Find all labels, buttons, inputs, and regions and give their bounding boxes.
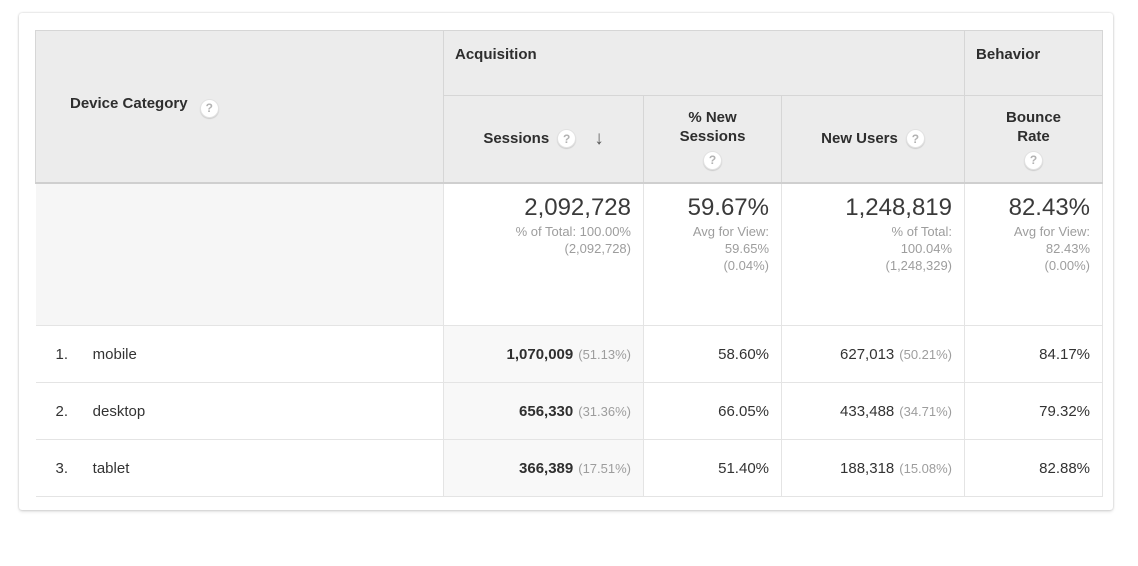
bounce-rate-label: Bounce Rate	[1006, 108, 1062, 145]
dimension-cell: 1. mobile	[35, 325, 444, 383]
pct-new-sessions-value: 58.60%	[718, 345, 769, 363]
pct-new-sessions-value: 66.05%	[718, 402, 769, 420]
help-icon[interactable]: ?	[199, 98, 219, 118]
bounce-rate-value: 84.17%	[1039, 345, 1091, 363]
new-users-cell: 627,013 (50.21%)	[780, 325, 966, 383]
pct-new-sessions-value: 51.40%	[718, 459, 769, 477]
help-icon[interactable]: ?	[557, 129, 577, 149]
dimension-cell: 2. desktop	[35, 382, 444, 440]
sessions-share: (51.13%)	[578, 346, 631, 362]
sessions-label: Sessions	[483, 130, 550, 148]
totals-new-users-subtext: (1,248,329)	[885, 257, 953, 273]
pct-new-sessions-cell: 58.60%	[643, 325, 782, 383]
totals-bounce-rate-cell: 82.43% Avg for View: 82.43% (0.00%)	[964, 181, 1104, 326]
device-link-tablet[interactable]: tablet	[92, 459, 130, 477]
totals-new-users-cell: 1,248,819 % of Total: 100.04% (1,248,329…	[780, 181, 966, 326]
totals-pct-new-sessions-subtext: (0.04%)	[723, 257, 769, 273]
new-users-label: New Users	[821, 130, 898, 148]
help-icon[interactable]: ?	[1024, 150, 1044, 170]
sessions-cell: 1,070,009 (51.13%)	[443, 325, 644, 383]
row-rank: 1.	[55, 345, 69, 363]
bounce-rate-value: 82.88%	[1039, 459, 1091, 477]
report-card: Device Category ? Acquisition Behavior S…	[19, 13, 1113, 510]
device-link-mobile[interactable]: mobile	[92, 345, 137, 363]
table-row-mobile: 1. mobile 1,070,009 (51.13%) 58.60% 627,0…	[35, 325, 1104, 383]
totals-pct-new-sessions-cell: 59.67% Avg for View: 59.65% (0.04%)	[643, 181, 782, 326]
sessions-share: (17.51%)	[578, 460, 631, 476]
column-header-new-users[interactable]: New Users ?	[780, 95, 966, 183]
sort-descending-icon[interactable]: ↓	[594, 127, 604, 149]
device-category-table: Device Category ? Acquisition Behavior S…	[35, 30, 1104, 497]
dimension-cell: 3. tablet	[35, 439, 444, 497]
bounce-rate-value: 79.32%	[1039, 402, 1091, 420]
new-users-cell: 188,318 (15.08%)	[780, 439, 966, 497]
sessions-value: 1,070,009	[506, 345, 574, 363]
totals-empty-cell	[35, 181, 444, 326]
sessions-share: (31.36%)	[578, 403, 631, 419]
column-header-device-category[interactable]: Device Category ?	[35, 30, 444, 183]
new-users-share: (34.71%)	[899, 403, 953, 419]
column-header-bounce-rate[interactable]: Bounce Rate ?	[964, 95, 1104, 183]
row-rank: 2.	[55, 402, 69, 420]
totals-sessions-subtext: % of Total: 100.00%	[515, 223, 631, 239]
totals-bounce-rate-subtext: Avg for View:	[1013, 223, 1091, 239]
device-link-desktop[interactable]: desktop	[92, 402, 146, 420]
totals-pct-new-sessions-subtext: 59.65%	[724, 240, 769, 256]
help-glyph: ?	[205, 101, 213, 115]
sessions-value: 656,330	[519, 402, 574, 420]
new-users-value: 188,318	[840, 459, 895, 477]
bounce-rate-cell: 84.17%	[964, 325, 1104, 383]
totals-pct-new-sessions-value: 59.67%	[687, 193, 769, 221]
pct-new-sessions-label: % New Sessions	[679, 108, 746, 145]
metric-header-row: Sessions ? ↓ % New Sessions ? New	[36, 95, 1104, 183]
help-glyph: ?	[911, 131, 920, 146]
totals-pct-new-sessions-subtext: Avg for View:	[692, 223, 769, 239]
pct-new-sessions-cell: 51.40%	[643, 439, 782, 497]
help-icon[interactable]: ?	[905, 129, 925, 149]
table-row-tablet: 3. tablet 366,389 (17.51%) 51.40% 188,318…	[35, 439, 1104, 497]
totals-bounce-rate-subtext: (0.00%)	[1044, 257, 1091, 273]
behavior-label: Behavior	[976, 46, 1041, 63]
totals-sessions-subtext: (2,092,728)	[564, 240, 632, 256]
sessions-cell: 656,330 (31.36%)	[443, 382, 644, 440]
pct-new-sessions-cell: 66.05%	[643, 382, 782, 440]
group-header-row: Device Category ? Acquisition Behavior	[35, 30, 1104, 183]
totals-new-users-subtext: % of Total:	[891, 223, 953, 239]
device-category-label: Device Category	[70, 95, 188, 112]
totals-row: 2,092,728 % of Total: 100.00% (2,092,728…	[35, 181, 1104, 326]
row-rank: 3.	[55, 459, 69, 477]
help-glyph: ?	[563, 131, 571, 146]
bounce-rate-cell: 82.88%	[964, 439, 1104, 497]
help-glyph: ?	[1029, 153, 1038, 168]
help-glyph: ?	[708, 153, 717, 168]
help-icon[interactable]: ?	[703, 150, 722, 170]
table-row-desktop: 2. desktop 656,330 (31.36%) 66.05% 433,48…	[35, 382, 1104, 440]
new-users-share: (50.21%)	[899, 346, 953, 362]
totals-sessions-cell: 2,092,728 % of Total: 100.00% (2,092,728…	[443, 181, 644, 326]
column-header-pct-new-sessions[interactable]: % New Sessions ?	[643, 95, 782, 183]
totals-bounce-rate-subtext: 82.43%	[1045, 240, 1091, 256]
new-users-cell: 433,488 (34.71%)	[780, 382, 966, 440]
new-users-value: 433,488	[840, 402, 895, 420]
totals-bounce-rate-value: 82.43%	[1008, 193, 1091, 221]
group-header-behavior: Behavior	[964, 30, 1104, 96]
sessions-cell: 366,389 (17.51%)	[443, 439, 644, 497]
group-header-acquisition: Acquisition	[442, 30, 966, 96]
bounce-rate-cell: 79.32%	[964, 382, 1104, 440]
new-users-value: 627,013	[840, 345, 895, 363]
totals-new-users-subtext: 100.04%	[900, 240, 953, 256]
totals-sessions-value: 2,092,728	[524, 193, 631, 221]
totals-new-users-value: 1,248,819	[845, 193, 953, 221]
new-users-share: (15.08%)	[899, 460, 953, 476]
sessions-value: 366,389	[519, 459, 574, 477]
column-header-sessions[interactable]: Sessions ? ↓	[443, 95, 644, 183]
acquisition-label: Acquisition	[455, 46, 537, 63]
